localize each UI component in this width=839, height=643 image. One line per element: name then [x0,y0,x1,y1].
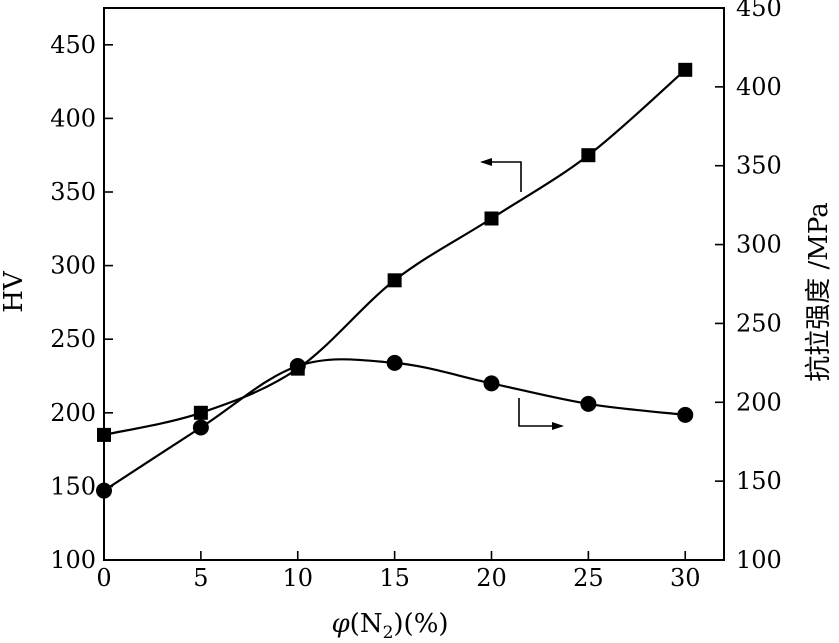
x-tick-label-3: 15 [379,564,410,592]
x-axis-label-open: (N [350,609,383,639]
right-axis-ticks: 100 150 200 250 300 350 400 450 [715,0,782,574]
x-axis-label-close: )(%) [393,609,448,639]
left-axis-ticks: 100 150 200 250 300 350 400 450 [50,31,113,574]
right-axis-label: 抗拉强度 /MPa [804,202,834,381]
right-tick-label-0: 100 [736,546,782,574]
x-tick-label-0: 0 [96,564,111,592]
right-tick-label-3: 250 [736,309,782,337]
square-marker-1 [193,405,208,420]
x-axis-ticks: 0 5 10 15 20 25 30 [96,551,701,592]
left-tick-label-5: 350 [50,178,96,206]
plot-frame [103,7,725,561]
right-tick-label-2: 200 [736,388,782,416]
x-tick-label-5: 25 [573,564,604,592]
x-tick-label-4: 20 [476,564,507,592]
x-tick-label-1: 5 [193,564,208,592]
circle-marker-2 [289,358,306,375]
x-axis-label-var: φ [331,609,350,639]
square-marker-5 [581,148,596,163]
left-tick-label-3: 250 [50,325,96,353]
square-marker-3 [387,273,402,288]
left-tick-label-2: 200 [50,399,96,427]
right-tick-label-5: 350 [736,152,782,180]
series-line-0 [103,68,687,436]
circle-marker-5 [580,395,597,412]
x-axis-label: φ(N2)(%) [331,609,448,643]
square-marker-4 [484,211,499,226]
series-markers [96,62,694,499]
strength-series-arrow [518,398,564,430]
x-tick-label-6: 30 [670,564,701,592]
left-tick-label-1: 150 [50,472,96,500]
series-line-1 [103,358,686,492]
square-marker-6 [678,62,693,77]
right-tick-label-4: 300 [736,231,782,259]
square-marker-0 [97,427,111,442]
left-tick-label-6: 400 [50,104,96,132]
x-axis-label-sub: 2 [383,623,394,643]
right-tick-label-6: 400 [736,73,782,101]
circle-marker-4 [483,375,500,392]
left-axis-label: HV [0,270,29,313]
left-tick-label-7: 450 [50,31,96,59]
right-tick-label-1: 150 [736,467,782,495]
circle-marker-6 [677,406,694,423]
left-tick-label-0: 100 [50,546,96,574]
circle-marker-3 [386,354,403,371]
right-tick-label-7: 450 [736,0,782,22]
circle-marker-1 [192,419,209,436]
circle-marker-0 [96,482,112,499]
x-tick-label-2: 10 [282,564,313,592]
left-tick-label-4: 300 [50,252,96,280]
hv-series-arrow [480,158,522,192]
